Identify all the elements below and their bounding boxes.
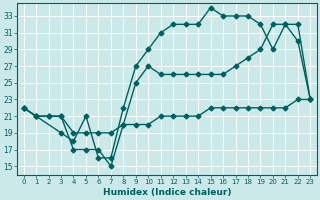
- X-axis label: Humidex (Indice chaleur): Humidex (Indice chaleur): [103, 188, 231, 197]
